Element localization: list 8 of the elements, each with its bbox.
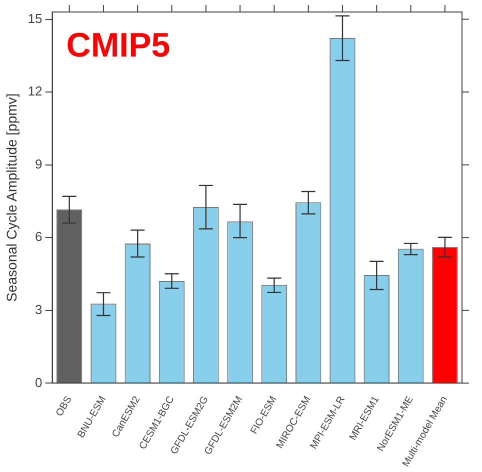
y-tick-label: 12 xyxy=(28,84,42,99)
y-tick-label: 9 xyxy=(35,156,42,172)
y-axis-title: Seasonal Cycle Amplitude [ppmv] xyxy=(3,93,20,302)
y-tick-label: 0 xyxy=(35,374,42,390)
annotation: CMIP5 xyxy=(66,26,170,64)
y-tick-label: 6 xyxy=(35,229,42,244)
y-tick-label: 15 xyxy=(28,10,42,26)
y-tick-label: 3 xyxy=(35,302,42,317)
